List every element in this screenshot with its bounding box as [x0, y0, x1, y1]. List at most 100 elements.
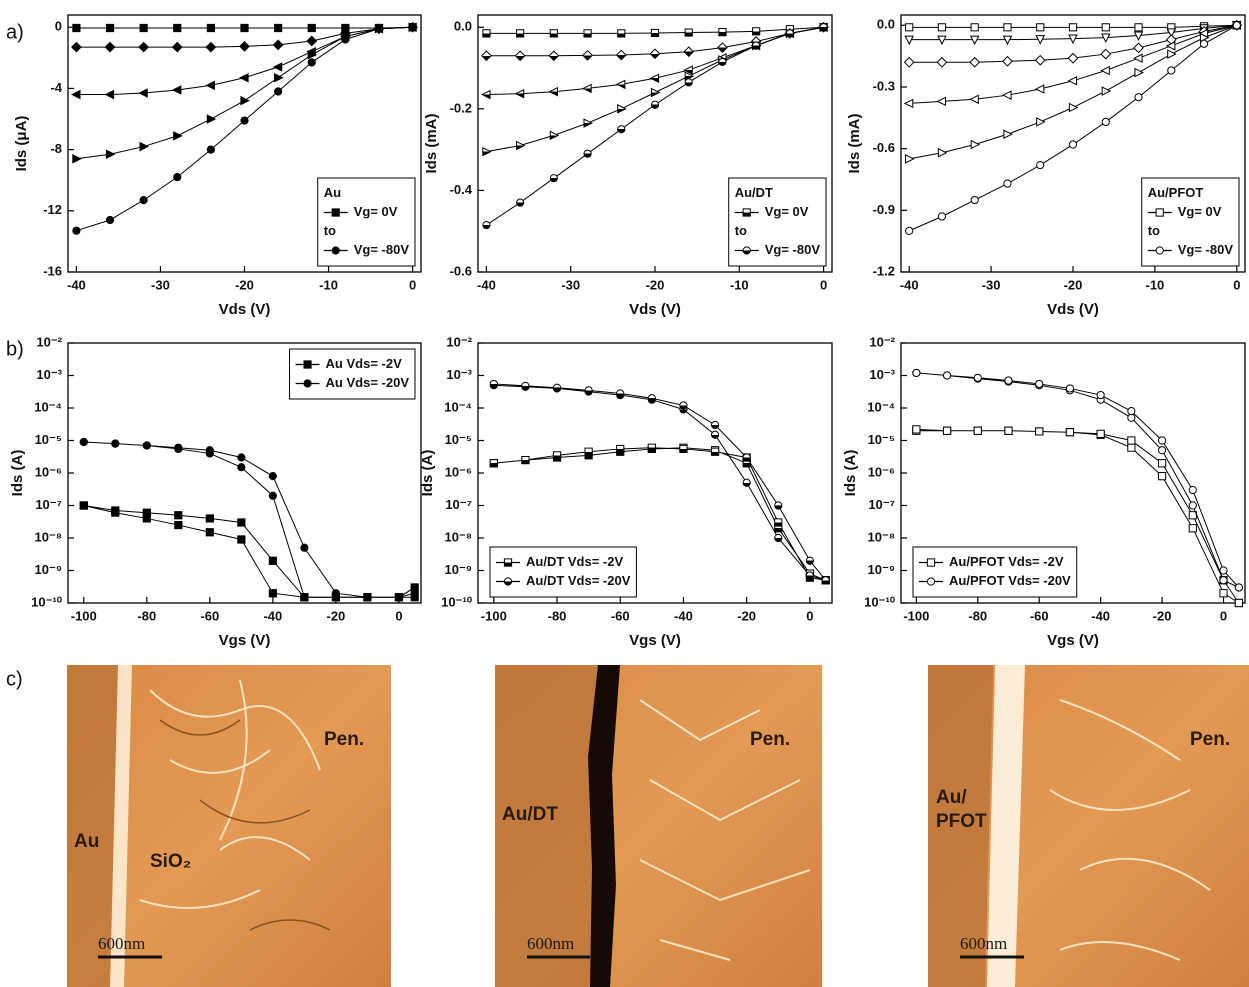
legend-label: Au Vds= -20V [326, 375, 410, 390]
data-point [937, 35, 947, 46]
data-point [139, 196, 148, 205]
data-point [615, 79, 626, 90]
x-tick-label: -20 [235, 277, 254, 292]
data-point [1133, 31, 1144, 41]
data-point [239, 72, 249, 83]
data-point [912, 425, 921, 434]
chart: -40 -30 -20 -10 0 -1.2 -0.9 -0.6 -0.3 0.0 Vds (V) I… [846, 14, 1246, 318]
legend: Au/DT Vds= -2V Au/DT Vds= -20V [489, 546, 637, 598]
data-point [583, 118, 594, 128]
data-point [936, 96, 947, 107]
data-point [1127, 413, 1136, 422]
data-point [1199, 32, 1210, 43]
data-point [72, 23, 81, 33]
y-tick-label: 10⁻⁴ [34, 399, 62, 414]
data-point [482, 220, 491, 230]
y-tick-label: 10⁻⁹ [35, 562, 63, 577]
x-tick-label: -30 [982, 277, 1001, 292]
data-point [1127, 407, 1136, 416]
data-point [237, 453, 246, 462]
data-point [274, 23, 283, 33]
data-point [173, 23, 182, 33]
x-axis-label: Vgs (V) [1047, 632, 1099, 649]
data-point [1004, 376, 1013, 385]
data-point [1068, 23, 1078, 32]
data-point [582, 49, 593, 61]
data-point [79, 501, 88, 510]
data-point [1067, 52, 1079, 64]
data-point [1157, 472, 1167, 481]
data-point [805, 556, 814, 565]
data-point [718, 57, 727, 67]
data-point [1127, 443, 1136, 452]
data-point [710, 430, 720, 439]
y-axis-label: Ids (mA) [846, 113, 863, 173]
legend-marker [303, 379, 312, 388]
data-point [105, 215, 115, 225]
scale-bar-label: 600nm [527, 934, 574, 953]
data-point [717, 42, 728, 54]
y-tick-label: 10⁻⁹ [868, 562, 896, 577]
data-point [268, 556, 277, 565]
legend-box [489, 546, 637, 598]
data-point [1127, 436, 1136, 445]
y-tick-label: 10⁻² [446, 334, 472, 349]
data-point [969, 56, 981, 68]
data-point [171, 41, 183, 53]
data-point [1157, 446, 1167, 455]
data-point [268, 472, 277, 481]
data-point [206, 114, 217, 124]
data-point [480, 89, 491, 100]
afm-texture [639, 699, 811, 961]
data-point [1101, 117, 1110, 127]
y-tick-label: 10⁻² [869, 334, 895, 349]
afm-texture [139, 679, 321, 909]
x-tick-label: -30 [151, 277, 170, 292]
panel-label: b) [6, 338, 24, 360]
y-tick-label: -0.9 [873, 202, 895, 217]
data-point [1035, 427, 1044, 436]
data-point [1167, 49, 1177, 59]
legend: Au Vds= -2V Au Vds= -20V [289, 348, 416, 400]
data-point [937, 212, 947, 221]
data-point [272, 39, 284, 51]
data-point [521, 381, 530, 390]
data-point [1100, 65, 1110, 76]
y-tick-label: 10⁻³ [446, 367, 472, 382]
data-point [363, 593, 372, 602]
data-point [111, 506, 120, 515]
data-point [684, 71, 695, 81]
data-point [616, 389, 625, 398]
data-point [408, 23, 417, 32]
data-point [774, 533, 783, 543]
afm-texture [159, 719, 331, 931]
y-tick-label: 10⁻⁴ [867, 399, 895, 414]
y-tick-label: 10⁻⁹ [445, 562, 473, 577]
data-point [785, 29, 794, 38]
afm-image: Au/DT Pen. 600nm [495, 665, 822, 987]
data-point [240, 95, 250, 106]
data-point [615, 49, 627, 61]
y-tick-label: 10⁻¹⁰ [31, 594, 63, 609]
y-tick-label: 10⁻⁸ [35, 529, 62, 544]
data-point [1002, 90, 1012, 100]
afm-label: Au/DT [502, 804, 558, 825]
legend-text: Au/PFOT [1148, 185, 1204, 200]
data-point [583, 149, 592, 158]
x-tick-label: -10 [1146, 277, 1165, 292]
data-point [649, 73, 660, 83]
data-point [272, 62, 283, 72]
data-point [650, 87, 661, 98]
y-tick-label: 10⁻⁸ [868, 529, 895, 544]
data-point [1096, 390, 1105, 400]
data-point [307, 50, 318, 60]
afm-edge [987, 665, 1025, 987]
data-point [240, 23, 249, 33]
x-axis-label: Vds (V) [1047, 301, 1099, 318]
data-point [742, 478, 751, 487]
data-point [1002, 55, 1013, 67]
x-axis-label: Vds (V) [629, 301, 681, 318]
data-point [274, 72, 284, 83]
data-point [683, 46, 695, 58]
scale-bar-label: 600nm [98, 934, 145, 953]
